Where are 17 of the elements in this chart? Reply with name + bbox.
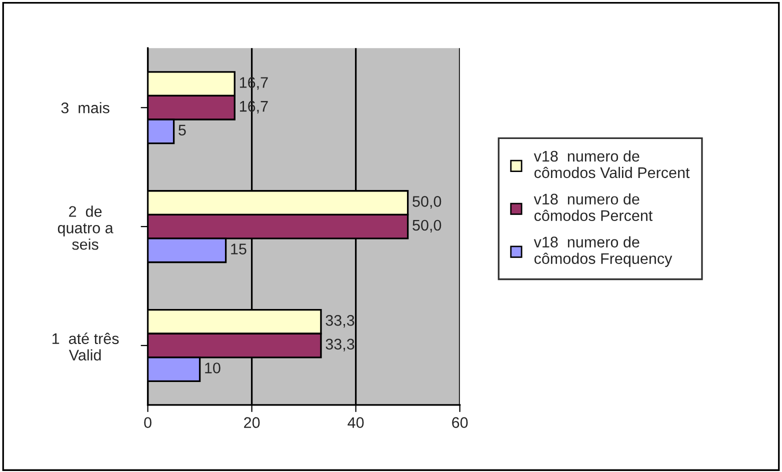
data-label: 10 <box>205 362 220 374</box>
data-label: 15 <box>231 244 246 254</box>
y-tick-label: 2 de quatro a seis <box>58 206 114 250</box>
legend-label: v18 numero de cômodos Frequency <box>534 236 672 268</box>
data-label: 33,3 <box>326 338 354 352</box>
y-tick-label: 3 mais <box>61 102 110 114</box>
data-label: 50,0 <box>412 196 442 209</box>
legend-label: v18 numero de cômodos Percent <box>534 193 653 222</box>
data-label: 5 <box>178 124 186 136</box>
legend-label: v18 numero de cômodos Valid Percent <box>534 150 690 178</box>
x-tick-label: 0 <box>144 417 152 428</box>
data-label: 33,3 <box>326 315 354 328</box>
x-tick-label: 20 <box>244 417 260 428</box>
y-tick-label: 1 até três Valid <box>52 332 119 361</box>
x-tick-label: 60 <box>452 417 468 428</box>
x-tick-label: 40 <box>348 417 364 428</box>
data-label: 50,0 <box>412 220 442 232</box>
